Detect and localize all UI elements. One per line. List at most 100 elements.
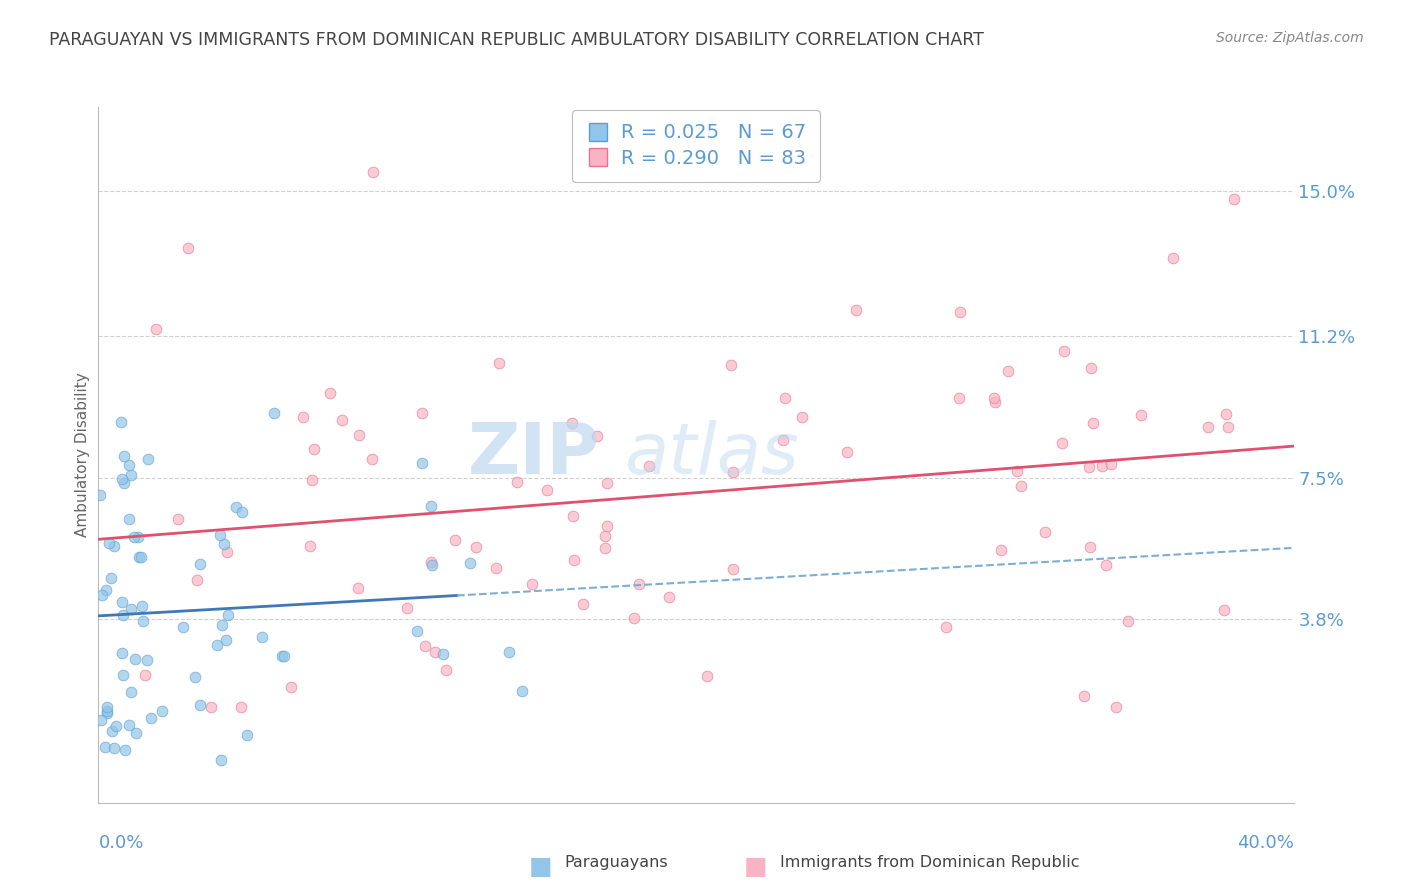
Point — [225, 500, 247, 514]
Text: 40.0%: 40.0% — [1237, 834, 1294, 852]
Point — [101, 724, 124, 739]
Text: atlas: atlas — [624, 420, 799, 490]
Point — [1223, 192, 1246, 206]
Point — [1080, 361, 1102, 376]
Point — [112, 476, 135, 491]
Point — [596, 519, 619, 533]
Point — [94, 582, 117, 597]
Point — [236, 729, 259, 743]
Point — [184, 671, 207, 685]
Point — [103, 539, 125, 553]
Point — [1073, 689, 1095, 703]
Text: Paraguayans: Paraguayans — [565, 855, 668, 870]
Point — [593, 529, 616, 543]
Point — [984, 395, 1007, 409]
Point — [361, 451, 384, 466]
Point — [361, 165, 384, 179]
Point — [135, 653, 157, 667]
Point — [167, 512, 190, 526]
Point — [623, 611, 645, 625]
Point — [319, 385, 342, 400]
Point — [96, 699, 118, 714]
Text: ■: ■ — [529, 855, 553, 879]
Point — [131, 599, 153, 614]
Point — [111, 607, 134, 622]
Point — [434, 663, 457, 677]
Point — [270, 648, 292, 663]
Point — [444, 533, 467, 548]
Point — [349, 427, 371, 442]
Point — [505, 475, 527, 490]
Point — [1215, 407, 1237, 421]
Point — [396, 601, 419, 615]
Point — [432, 647, 454, 661]
Point — [111, 595, 134, 609]
Legend: R = 0.025   N = 67, R = 0.290   N = 83: R = 0.025 N = 67, R = 0.290 N = 83 — [572, 110, 820, 182]
Point — [125, 726, 148, 740]
Point — [935, 620, 957, 634]
Point — [406, 624, 429, 638]
Point — [111, 472, 134, 486]
Point — [152, 704, 174, 718]
Point — [464, 541, 486, 555]
Point — [122, 530, 145, 544]
Point — [1005, 464, 1028, 478]
Point — [186, 573, 208, 587]
Point — [1050, 436, 1073, 450]
Point — [215, 633, 238, 648]
Point — [1081, 417, 1104, 431]
Point — [420, 499, 443, 513]
Point — [112, 449, 135, 463]
Point — [91, 588, 114, 602]
Point — [720, 358, 742, 372]
Point — [1099, 458, 1122, 472]
Point — [273, 648, 295, 663]
Point — [773, 392, 796, 406]
Point — [510, 684, 533, 698]
Point — [411, 405, 433, 419]
Point — [100, 571, 122, 585]
Text: Immigrants from Dominican Republic: Immigrants from Dominican Republic — [779, 855, 1080, 870]
Point — [145, 322, 167, 336]
Point — [772, 434, 794, 448]
Text: ZIP: ZIP — [468, 420, 600, 490]
Point — [347, 581, 370, 595]
Point — [595, 475, 617, 490]
Point — [458, 557, 481, 571]
Point — [90, 713, 112, 727]
Point — [97, 536, 120, 550]
Point — [562, 508, 585, 523]
Point — [250, 630, 273, 644]
Point — [1116, 614, 1139, 628]
Text: Source: ZipAtlas.com: Source: ZipAtlas.com — [1216, 31, 1364, 45]
Point — [118, 512, 141, 526]
Point — [485, 561, 508, 575]
Point — [1033, 525, 1056, 540]
Point — [89, 488, 111, 502]
Point — [1078, 459, 1101, 474]
Point — [593, 541, 616, 556]
Point — [118, 458, 141, 472]
Point — [1010, 479, 1032, 493]
Point — [217, 607, 239, 622]
Point — [114, 743, 136, 757]
Point — [990, 543, 1012, 558]
Point — [110, 415, 132, 429]
Point — [422, 558, 444, 572]
Point — [419, 555, 441, 569]
Point — [536, 483, 558, 497]
Point — [291, 410, 314, 425]
Point — [209, 528, 232, 542]
Point — [997, 364, 1019, 378]
Point — [411, 456, 433, 470]
Point — [96, 706, 118, 720]
Point — [425, 645, 447, 659]
Point — [845, 303, 868, 318]
Point — [721, 562, 744, 576]
Point — [212, 537, 235, 551]
Y-axis label: Ambulatory Disability: Ambulatory Disability — [75, 373, 90, 537]
Point — [721, 466, 744, 480]
Point — [118, 718, 141, 732]
Point — [190, 558, 212, 572]
Point — [103, 741, 125, 756]
